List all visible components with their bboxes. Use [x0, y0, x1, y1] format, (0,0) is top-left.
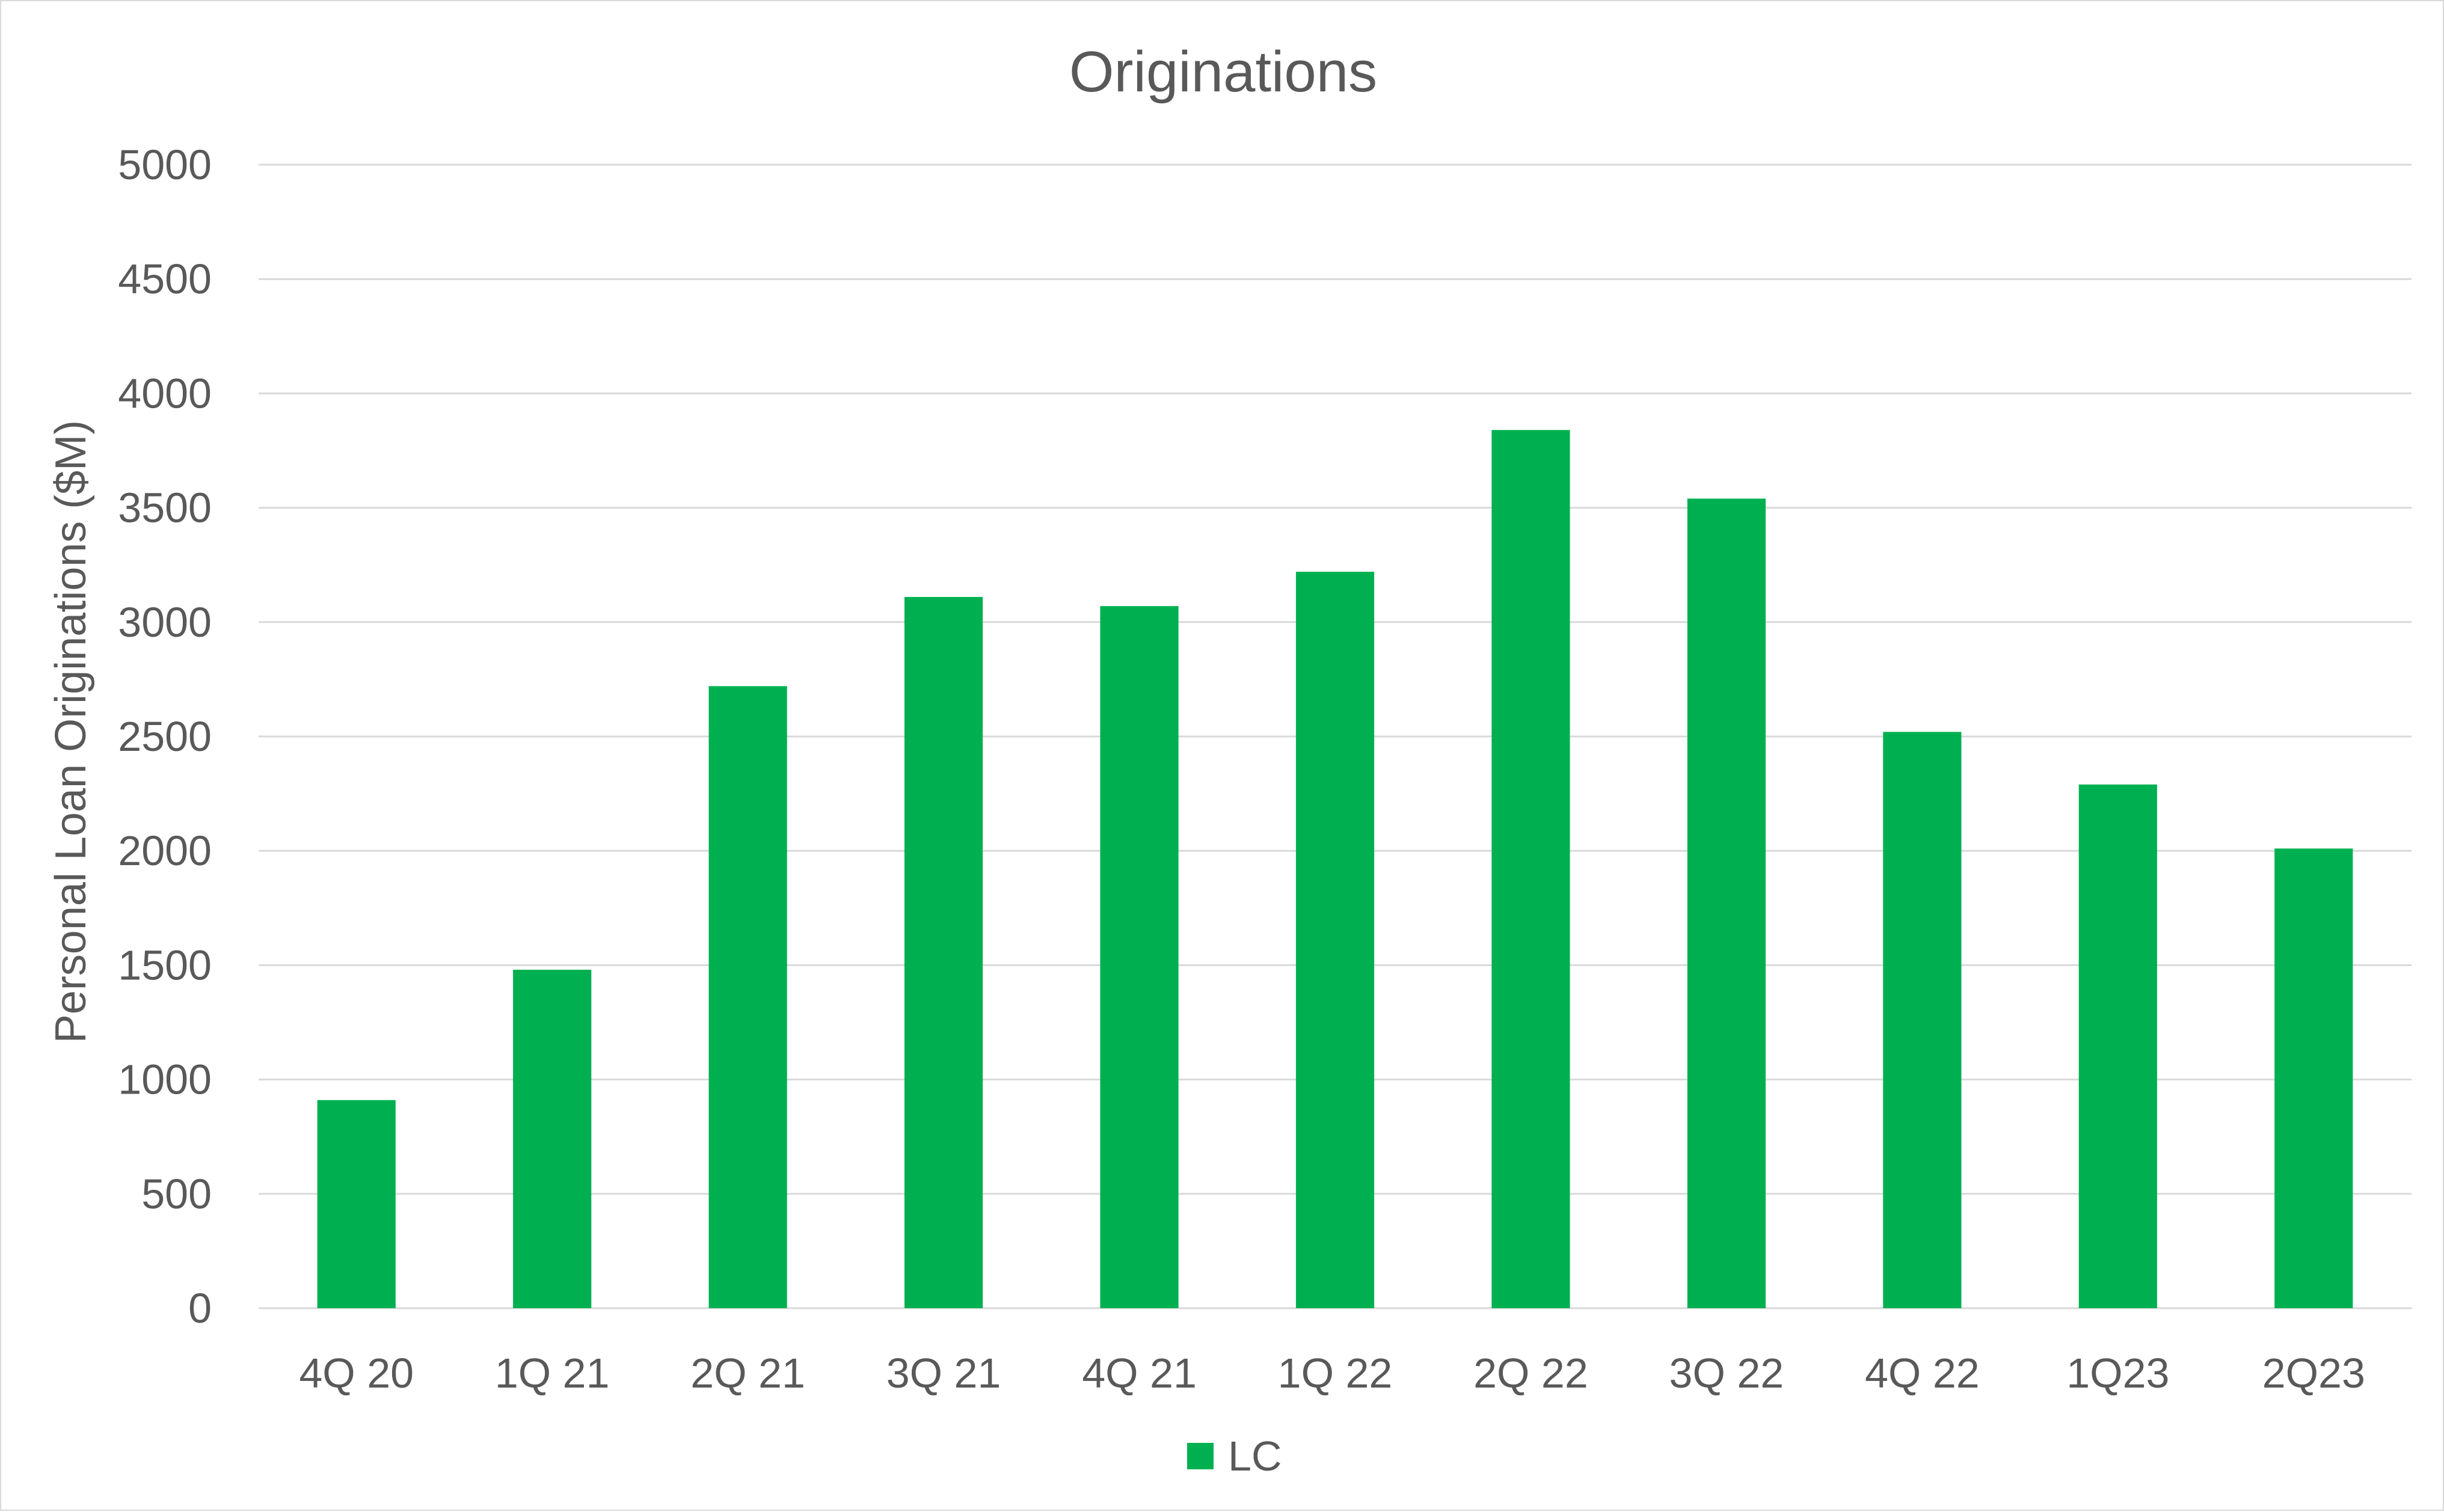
x-tick-label: 2Q23 [2262, 1350, 2365, 1397]
bar-2q-22 [1491, 430, 1570, 1309]
y-tick-label: 4000 [118, 370, 212, 417]
y-tick-label: 2000 [118, 827, 212, 874]
bar-1q23 [2078, 784, 2157, 1308]
bar-4q-22 [1883, 732, 1962, 1308]
bar-2q-21 [708, 686, 787, 1308]
x-tick-label: 4Q 21 [1082, 1350, 1197, 1397]
x-tick-label: 1Q23 [2066, 1350, 2169, 1397]
y-tick-label: 1000 [118, 1056, 212, 1103]
y-tick-label: 3500 [118, 485, 212, 531]
legend: LC [1187, 1433, 1282, 1480]
x-tick-label: 3Q 22 [1669, 1350, 1784, 1397]
y-tick-label: 1500 [118, 941, 212, 988]
y-axis-ticks: 0 500 1000 1500 2000 2500 3000 3500 4000 4500 5000 [118, 141, 212, 1332]
y-tick-label: 500 [141, 1171, 212, 1217]
bar-2q23 [2274, 848, 2353, 1308]
y-tick-label: 2500 [118, 713, 212, 760]
x-tick-label: 4Q 22 [1865, 1350, 1980, 1397]
y-tick-label: 3000 [118, 599, 212, 646]
x-tick-label: 2Q 21 [690, 1350, 805, 1397]
x-axis-ticks: 4Q 20 1Q 21 2Q 21 3Q 21 4Q 21 1Q 22 2Q 22 3Q 22… [299, 1350, 2365, 1397]
y-axis-title: Personal Loan Originations ($M) [47, 420, 95, 1044]
x-tick-label: 4Q 20 [299, 1350, 414, 1397]
bar-3q-21 [904, 596, 983, 1308]
bar-3q-22 [1687, 498, 1766, 1308]
x-tick-label: 1Q 22 [1278, 1350, 1393, 1397]
x-tick-label: 3Q 21 [886, 1350, 1001, 1397]
y-tick-label: 5000 [118, 141, 212, 188]
bar-1q-21 [513, 970, 592, 1308]
legend-label-lc: LC [1228, 1433, 1282, 1480]
bar-4q-21 [1100, 606, 1179, 1308]
y-tick-label: 0 [188, 1285, 212, 1332]
legend-swatch-lc [1187, 1443, 1214, 1469]
x-tick-label: 2Q 22 [1473, 1350, 1588, 1397]
chart-title: Originations [1069, 40, 1377, 104]
bars [317, 430, 2353, 1309]
y-tick-label: 4500 [118, 256, 212, 302]
bar-4q-20 [317, 1100, 396, 1308]
x-tick-label: 1Q 21 [495, 1350, 610, 1397]
bar-1q-22 [1295, 572, 1375, 1308]
